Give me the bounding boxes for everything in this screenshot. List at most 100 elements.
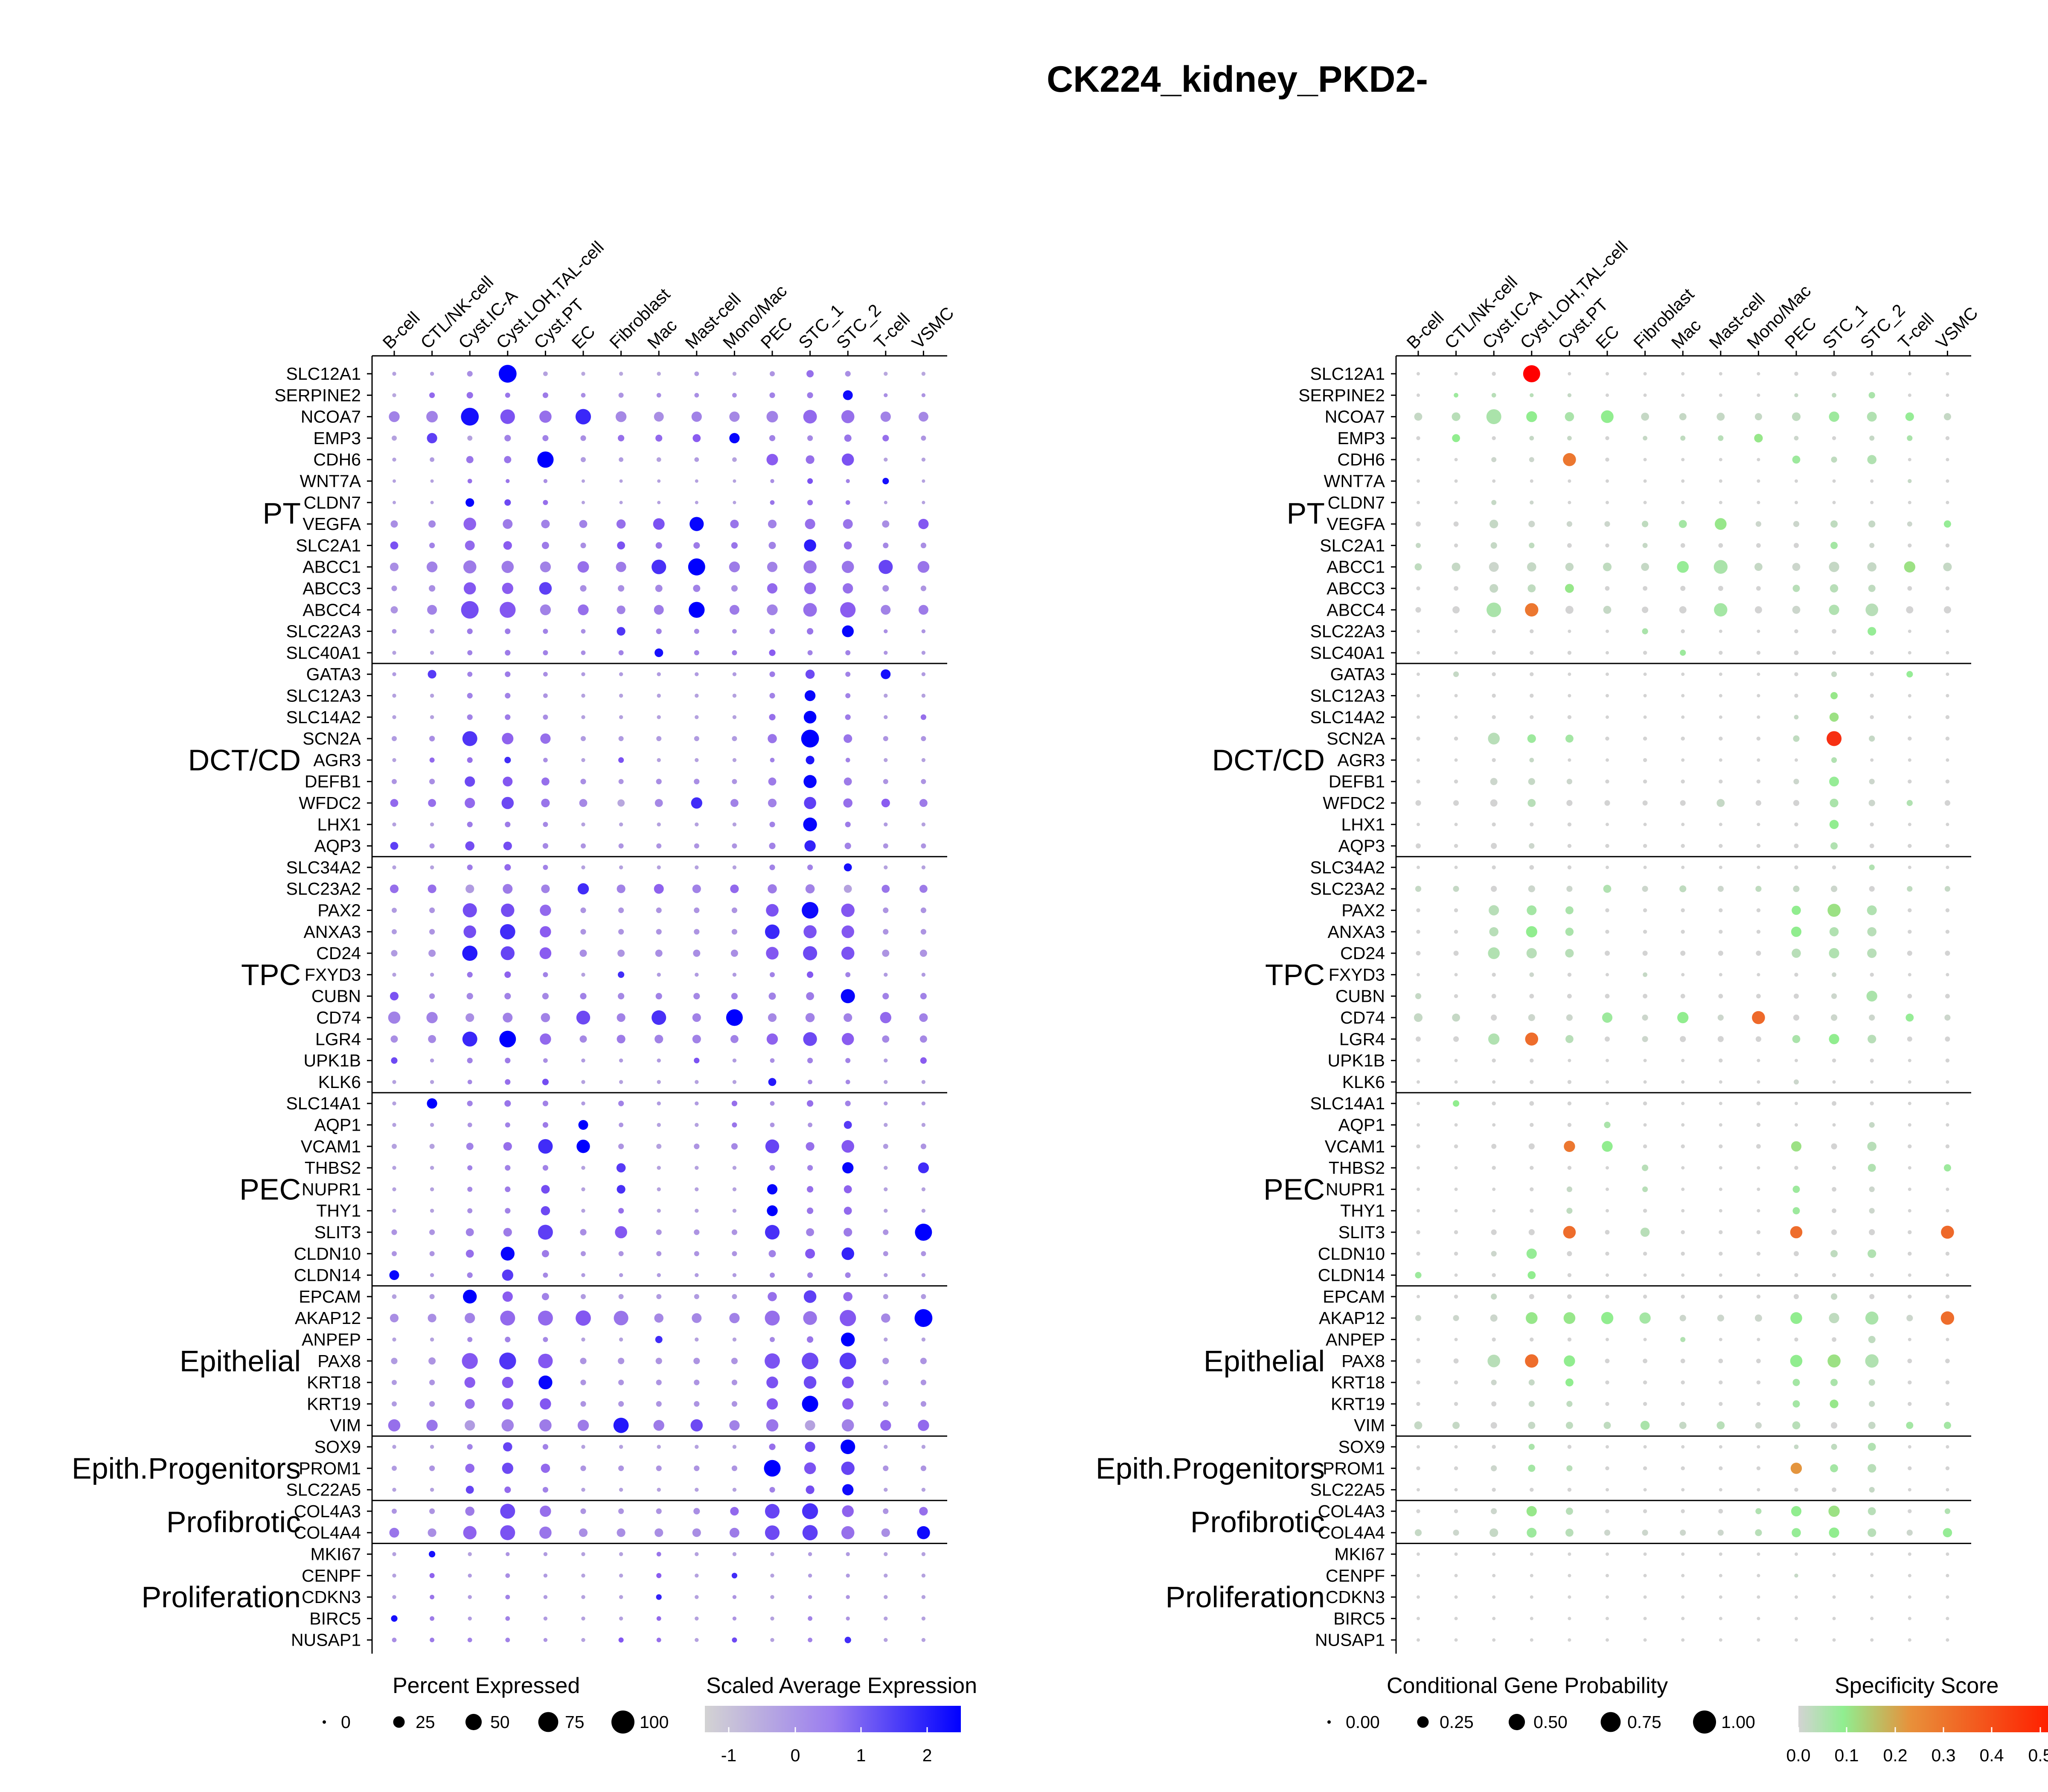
left-dot-prom1-cyst-pt xyxy=(541,1463,550,1473)
right-dot-vegfa-mac xyxy=(1679,520,1687,528)
right-dot-akap12-ec xyxy=(1601,1312,1614,1324)
right-dot-vcam1-cyst-loh-tal-cell xyxy=(1528,1143,1535,1149)
left-dot-serpine2-stc-2 xyxy=(843,390,853,400)
left-dot-abcc1-ctl-nk-cell xyxy=(426,561,438,573)
right-dot-defb1-stc-1 xyxy=(1829,777,1839,787)
right-dot-lhx1-stc-1 xyxy=(1829,820,1839,829)
left-dot-thbs2-vsmc xyxy=(918,1162,929,1173)
right-dot-slc14a1-cyst-pt xyxy=(1567,1101,1572,1105)
left-dot-slc2a1-cyst-loh-tal-cell xyxy=(503,541,512,550)
right-dot-slc22a3-b-cell xyxy=(1417,629,1420,633)
right-dot-vim-t-cell xyxy=(1906,1422,1914,1429)
right-gene-label-nusap1: NUSAP1 xyxy=(1315,1630,1385,1650)
left-dot-slc23a2-mac xyxy=(654,884,664,894)
left-dot-nusap1-mast-cell xyxy=(695,1638,699,1642)
right-dot-pax2-b-cell xyxy=(1416,908,1420,913)
left-dot-cdkn3-mono-mac xyxy=(732,1595,737,1599)
left-dot-prom1-fibroblast xyxy=(618,1465,624,1471)
left-dot-sox9-stc-1 xyxy=(805,1441,815,1452)
left-dot-slc14a2-t-cell xyxy=(884,715,888,719)
left-dot-slc40a1-pec xyxy=(769,649,776,656)
right-dot-epcam-cyst-loh-tal-cell xyxy=(1529,1294,1534,1299)
left-gene-label-slc14a1: SLC14A1 xyxy=(286,1094,361,1113)
left-dot-cubn-fibroblast xyxy=(618,993,625,1000)
left-dot-nusap1-cyst-ic-a xyxy=(467,1638,472,1643)
left-dot-wfdc2-mono-mac xyxy=(730,799,739,807)
left-dot-krt18-stc-2 xyxy=(842,1376,854,1388)
left-dot-slit3-cyst-loh-tal-cell xyxy=(503,1228,512,1237)
right-dot-krt19-pec xyxy=(1792,1400,1800,1408)
left-dot-prom1-t-cell xyxy=(883,1465,889,1471)
left-dot-cd74-cyst-pt xyxy=(541,1013,550,1022)
right-dot-col4a3-vsmc xyxy=(1944,1508,1950,1514)
left-dot-slc23a2-cyst-pt xyxy=(541,884,550,893)
right-dot-scn2a-cyst-loh-tal-cell xyxy=(1527,734,1536,743)
left-dot-lhx1-mono-mac xyxy=(732,822,737,827)
left-dot-thbs2-ctl-nk-cell xyxy=(430,1166,434,1170)
left-dot-lhx1-b-cell xyxy=(392,822,396,827)
left-dot-slc22a5-fibroblast xyxy=(619,1487,623,1492)
left-dot-krt18-vsmc xyxy=(920,1379,926,1385)
right-dot-cdkn3-ec xyxy=(1606,1595,1609,1599)
right-dot-serpine2-cyst-loh-tal-cell xyxy=(1530,393,1534,397)
right-dot-anxa3-mac xyxy=(1681,930,1685,934)
left-dot-thy1-vsmc xyxy=(921,1209,926,1213)
left-dot-abcc1-mac xyxy=(652,559,666,574)
left-dot-sox9-stc-2 xyxy=(841,1439,855,1455)
left-dot-sox9-pec xyxy=(769,1443,776,1450)
right-dot-abcc4-vsmc xyxy=(1943,606,1951,614)
left-dot-nupr1-pec xyxy=(767,1184,778,1195)
right-dot-aqp1-stc-2 xyxy=(1869,1122,1875,1128)
right-dot-abcc3-mono-mac xyxy=(1756,586,1761,591)
right-dot-ncoa7-stc-1 xyxy=(1829,411,1839,422)
left-dot-slc12a3-mono-mac xyxy=(732,693,737,698)
left-dot-thbs2-mast-cell xyxy=(695,1166,699,1170)
right-dot-epcam-mono-mac xyxy=(1756,1295,1761,1299)
right-dot-mki67-ec xyxy=(1606,1552,1609,1556)
right-dot-ncoa7-mast-cell xyxy=(1716,413,1725,421)
right-dot-krt18-cyst-ic-a xyxy=(1491,1379,1497,1385)
left-dot-klk6-mono-mac xyxy=(732,1080,737,1084)
right-dot-aqp1-vsmc xyxy=(1946,1123,1949,1127)
right-dot-fxyd3-cyst-ic-a xyxy=(1492,972,1496,977)
left-dot-scn2a-mac xyxy=(656,736,662,742)
colorbar-tick-label: 0 xyxy=(791,1745,800,1765)
right-dot-cd74-cyst-loh-tal-cell xyxy=(1528,1014,1535,1021)
left-dot-cenpf-b-cell xyxy=(392,1574,396,1578)
right-dot-abcc4-mono-mac xyxy=(1754,606,1762,614)
left-dot-mki67-ctl-nk-cell xyxy=(429,1551,436,1558)
right-dot-gata3-fibroblast xyxy=(1643,672,1647,676)
right-dot-slc34a2-t-cell xyxy=(1908,865,1911,869)
left-dot-slc12a1-mac xyxy=(657,372,661,376)
right-dot-col4a4-mono-mac xyxy=(1755,1529,1762,1536)
left-dot-gata3-cyst-ic-a xyxy=(467,672,473,677)
left-dot-slc2a1-pec xyxy=(768,541,776,549)
left-dot-cenpf-ctl-nk-cell xyxy=(429,1573,435,1578)
right-gene-label-cldn14: CLDN14 xyxy=(1318,1265,1385,1285)
right-dot-anpep-vsmc xyxy=(1946,1338,1949,1341)
right-dot-defb1-cyst-ic-a xyxy=(1490,778,1498,785)
left-dot-cldn14-stc-2 xyxy=(845,1272,851,1278)
left-dot-aqp3-stc-2 xyxy=(844,843,851,849)
right-dot-lhx1-stc-2 xyxy=(1870,822,1874,827)
right-dot-slc23a2-pec xyxy=(1793,885,1800,892)
left-group-label-pt: PT xyxy=(263,497,301,530)
right-dot-mki67-b-cell xyxy=(1417,1552,1420,1556)
right-dot-epcam-vsmc xyxy=(1945,1295,1950,1299)
right-dot-agr3-vsmc xyxy=(1946,758,1949,762)
left-dot-anpep-ctl-nk-cell xyxy=(430,1337,434,1342)
left-dot-slc2a1-stc-2 xyxy=(844,541,852,550)
right-dot-aqp1-b-cell xyxy=(1417,1123,1420,1127)
right-dot-abcc1-ec xyxy=(1603,562,1612,571)
left-dot-mki67-stc-2 xyxy=(846,1552,850,1556)
right-dot-mki67-vsmc xyxy=(1946,1552,1949,1556)
left-dot-ncoa7-pec xyxy=(766,411,778,423)
right-dot-cd74-stc-2 xyxy=(1869,1014,1875,1021)
right-dot-lgr4-mono-mac xyxy=(1755,1036,1761,1042)
right-dot-slc14a1-stc-2 xyxy=(1870,1101,1874,1105)
left-dot-emp3-pec xyxy=(769,435,776,441)
left-dot-krt18-stc-1 xyxy=(803,1376,817,1389)
right-dot-slc22a3-cyst-pt xyxy=(1568,629,1571,633)
right-dot-aqp3-mast-cell xyxy=(1719,844,1723,848)
right-dot-klk6-ec xyxy=(1606,1080,1609,1084)
